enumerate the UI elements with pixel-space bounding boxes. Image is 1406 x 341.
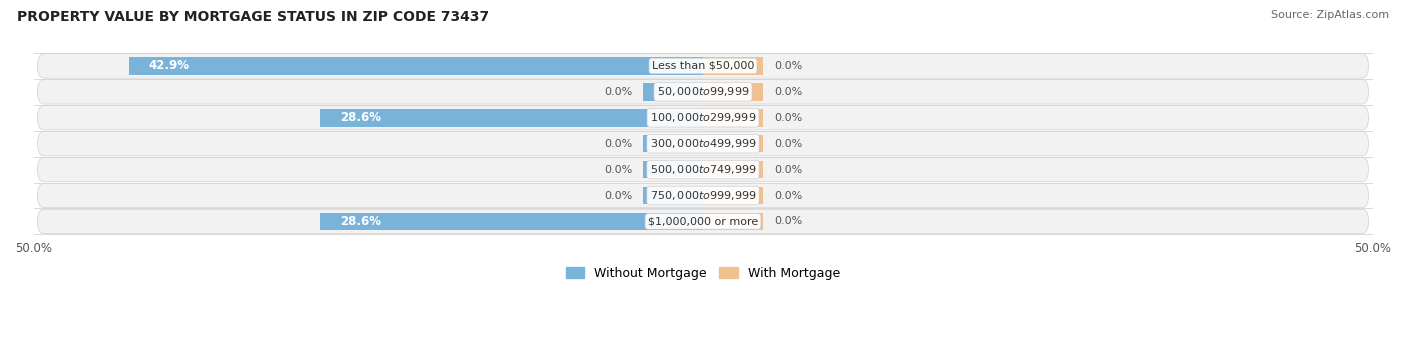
Bar [703, 83, 763, 101]
FancyBboxPatch shape [38, 158, 1368, 182]
Bar [321, 213, 703, 230]
Bar [128, 57, 703, 75]
Text: $300,000 to $499,999: $300,000 to $499,999 [650, 137, 756, 150]
Text: $1,000,000 or more: $1,000,000 or more [648, 217, 758, 226]
Bar [321, 109, 703, 127]
Text: $750,000 to $999,999: $750,000 to $999,999 [650, 189, 756, 202]
Text: 0.0%: 0.0% [773, 191, 803, 201]
Text: PROPERTY VALUE BY MORTGAGE STATUS IN ZIP CODE 73437: PROPERTY VALUE BY MORTGAGE STATUS IN ZIP… [17, 10, 489, 24]
FancyBboxPatch shape [38, 132, 1368, 156]
Bar [643, 161, 703, 178]
Text: 0.0%: 0.0% [773, 113, 803, 123]
Text: 0.0%: 0.0% [603, 87, 633, 97]
Bar [703, 135, 763, 152]
FancyBboxPatch shape [38, 54, 1368, 78]
FancyBboxPatch shape [38, 106, 1368, 130]
Text: 0.0%: 0.0% [603, 191, 633, 201]
FancyBboxPatch shape [38, 80, 1368, 104]
Text: $50,000 to $99,999: $50,000 to $99,999 [657, 85, 749, 98]
Bar [703, 187, 763, 204]
Text: 42.9%: 42.9% [149, 59, 190, 72]
Text: 0.0%: 0.0% [773, 165, 803, 175]
FancyBboxPatch shape [38, 183, 1368, 208]
Text: 0.0%: 0.0% [773, 139, 803, 149]
Text: 0.0%: 0.0% [773, 61, 803, 71]
Text: Source: ZipAtlas.com: Source: ZipAtlas.com [1271, 10, 1389, 20]
Text: $500,000 to $749,999: $500,000 to $749,999 [650, 163, 756, 176]
Bar [703, 213, 763, 230]
Text: 0.0%: 0.0% [773, 87, 803, 97]
Text: 0.0%: 0.0% [603, 139, 633, 149]
Text: 28.6%: 28.6% [340, 111, 381, 124]
Bar [703, 109, 763, 127]
Text: 28.6%: 28.6% [340, 215, 381, 228]
Text: $100,000 to $299,999: $100,000 to $299,999 [650, 111, 756, 124]
Bar [643, 135, 703, 152]
Text: 0.0%: 0.0% [603, 165, 633, 175]
Bar [703, 161, 763, 178]
FancyBboxPatch shape [38, 209, 1368, 234]
Text: 0.0%: 0.0% [773, 217, 803, 226]
Bar [703, 57, 763, 75]
Bar [643, 83, 703, 101]
Legend: Without Mortgage, With Mortgage: Without Mortgage, With Mortgage [561, 262, 845, 285]
Text: Less than $50,000: Less than $50,000 [652, 61, 754, 71]
Bar [643, 187, 703, 204]
